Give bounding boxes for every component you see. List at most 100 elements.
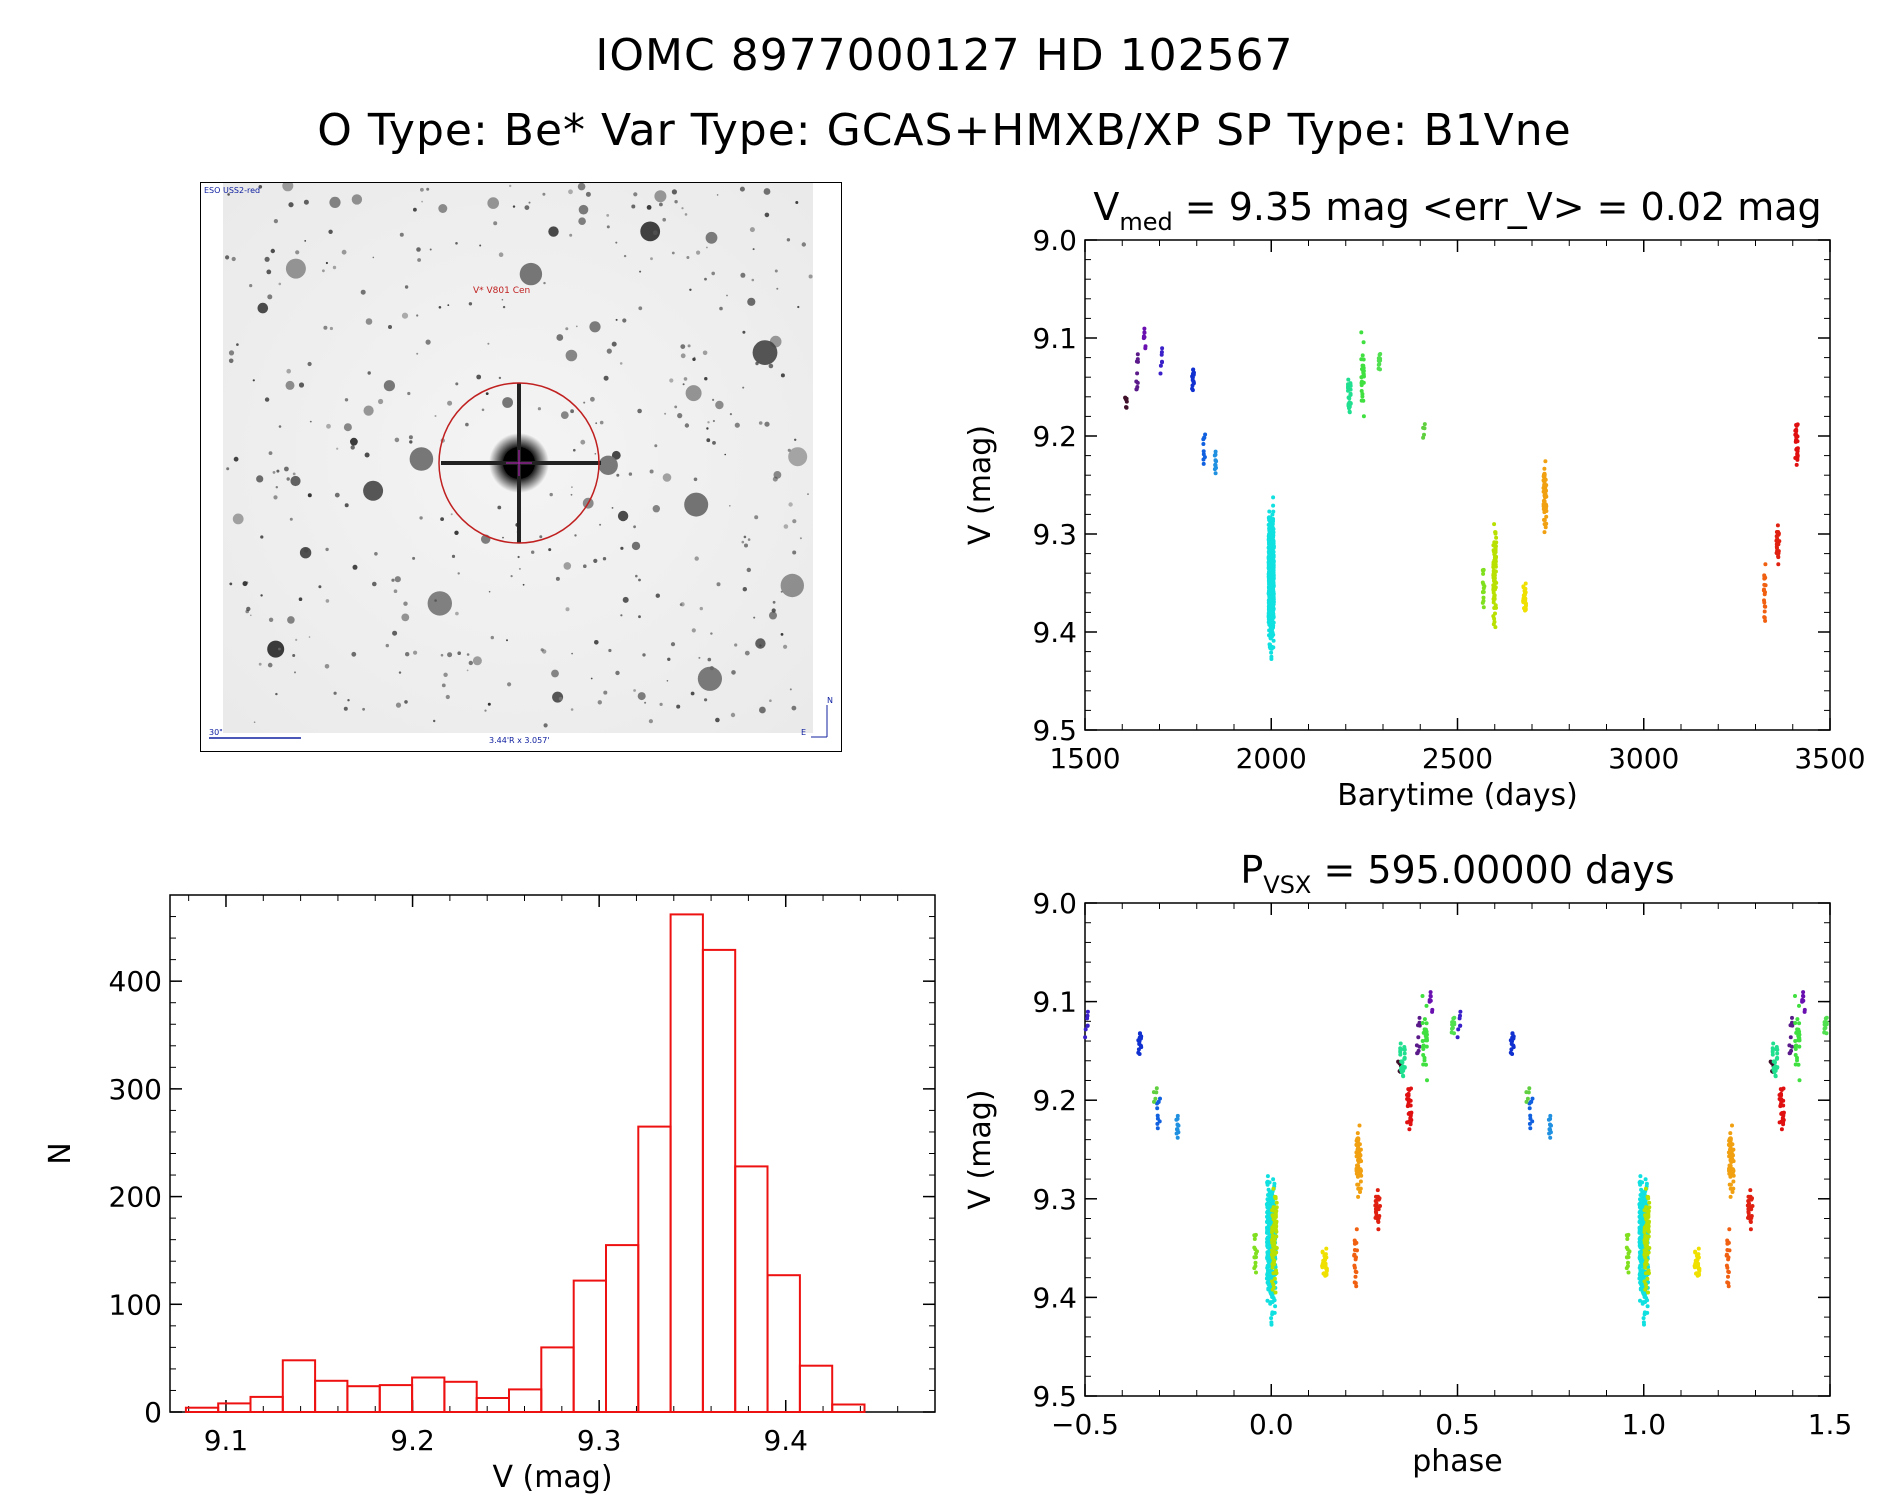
light-curve-point xyxy=(1269,587,1274,592)
light-curve-point xyxy=(1269,607,1274,612)
light-curve-point xyxy=(1542,472,1547,477)
phase-curve-point xyxy=(1642,1223,1647,1228)
phase-curve-point xyxy=(1727,1143,1732,1148)
phase-curve-point xyxy=(1728,1166,1733,1171)
phase-curve-point xyxy=(1271,1242,1276,1247)
phase-curve-point xyxy=(1270,1200,1275,1204)
phase-curve-point xyxy=(1267,1286,1272,1291)
phase-curve-point xyxy=(1269,1241,1274,1246)
light-curve-point xyxy=(1270,570,1275,575)
light-curve-point xyxy=(1269,571,1274,576)
finder-star xyxy=(303,547,309,553)
phase-curve-point xyxy=(1778,1103,1783,1108)
phase-curve-point xyxy=(1645,1206,1650,1211)
light-curve-point xyxy=(1268,560,1273,565)
light-curve-point xyxy=(1271,563,1276,568)
light-curve-point xyxy=(1542,493,1547,498)
phase-curve-point xyxy=(1748,1204,1753,1209)
light-curve-point xyxy=(1267,622,1272,627)
phase-curve-point xyxy=(1398,1069,1403,1074)
phase-curve-point xyxy=(1724,1263,1729,1268)
light-curve-point xyxy=(1494,540,1499,545)
light-curve-point xyxy=(1191,372,1196,377)
light-curve-point xyxy=(1270,543,1275,548)
phase-curve-point xyxy=(1269,1264,1274,1269)
phase-curve-point xyxy=(1796,1034,1801,1039)
phase-curve-point xyxy=(1273,1227,1278,1232)
phase-curve-point xyxy=(1771,1065,1776,1070)
phase-curve-point xyxy=(1174,1117,1179,1122)
light-curve-point xyxy=(1491,568,1496,573)
phase-curve-point xyxy=(1137,1052,1142,1056)
phase-curve-point xyxy=(1644,1184,1649,1189)
phase-curve-point xyxy=(1749,1214,1754,1218)
light-curve-point xyxy=(1269,544,1274,549)
light-curve-point xyxy=(1267,595,1272,599)
light-curve-point xyxy=(1269,627,1274,632)
finder-star xyxy=(412,556,416,560)
phase-curve-point xyxy=(1642,1264,1646,1269)
light-curve-point xyxy=(1267,534,1272,539)
finder-star xyxy=(267,640,285,658)
phase-curve-point xyxy=(1272,1252,1277,1257)
light-curve-point xyxy=(1794,423,1799,428)
finder-star xyxy=(744,543,748,548)
light-curve-point xyxy=(1269,537,1274,541)
phase-curve-point xyxy=(1645,1254,1650,1259)
phase-curve-point xyxy=(1626,1251,1631,1256)
finder-star xyxy=(322,269,325,273)
phase-curve-point xyxy=(1822,1030,1827,1035)
light-curve-point xyxy=(1267,562,1272,567)
phase-curve-point xyxy=(1781,1120,1786,1125)
phase-curve-point xyxy=(1271,1270,1275,1275)
phase-curve-point xyxy=(1746,1209,1751,1214)
phase-curve-point xyxy=(1268,1220,1273,1225)
phase-curve-point xyxy=(1377,1196,1382,1201)
finder-star xyxy=(726,294,728,297)
light-curve-point xyxy=(1268,561,1273,566)
phase-curve-point xyxy=(1638,1286,1643,1291)
light-curve-point xyxy=(1268,584,1273,589)
phase-curve-point xyxy=(1642,1232,1647,1237)
light-curve-point xyxy=(1267,574,1272,579)
phase-curve-point xyxy=(1267,1255,1272,1260)
light-curve-point xyxy=(1266,590,1271,595)
light-curve-point xyxy=(1346,386,1350,390)
light-curve-point xyxy=(1523,596,1527,601)
finder-star xyxy=(682,383,685,386)
phase-curve-point xyxy=(1320,1261,1325,1266)
phase-curve-point xyxy=(1696,1264,1701,1269)
phase-curve-point xyxy=(1773,1060,1777,1065)
phase-curve-point xyxy=(1265,1280,1270,1285)
finder-star xyxy=(522,583,525,586)
phase-curve-point xyxy=(1642,1242,1646,1247)
light-curve-point xyxy=(1213,458,1218,463)
phase-curve-points xyxy=(1083,990,1829,1327)
light-curve-point xyxy=(1267,551,1272,556)
light-curve-point xyxy=(1267,550,1272,554)
light-curve-point xyxy=(1269,573,1274,578)
phase-curve-point xyxy=(1273,1248,1278,1253)
light-curve-point xyxy=(1795,457,1800,462)
phase-curve-point xyxy=(1273,1240,1278,1245)
phase-curve-point xyxy=(1770,1061,1774,1066)
phase-curve-point xyxy=(1641,1218,1645,1223)
phase-curve-point xyxy=(1354,1171,1359,1176)
light-curve-point xyxy=(1270,554,1275,559)
light-curve-point xyxy=(1493,557,1498,562)
y-tick-label: 9.2 xyxy=(1032,1084,1077,1117)
light-curve-point xyxy=(1270,609,1275,614)
light-curve-point xyxy=(1542,483,1547,488)
light-curve-point xyxy=(1267,580,1272,584)
phase-curve-point xyxy=(1641,1249,1646,1254)
light-curve-point xyxy=(1271,592,1276,597)
finder-star xyxy=(649,469,654,474)
finder-star xyxy=(303,199,309,205)
light-curve-point xyxy=(1541,474,1546,479)
light-curve-point xyxy=(1267,560,1271,565)
phase-curve-point xyxy=(1265,1240,1269,1245)
light-curve-point xyxy=(1269,599,1274,604)
light-curve-point xyxy=(1361,369,1366,374)
phase-curve-point xyxy=(1272,1225,1277,1230)
phase-curve-point xyxy=(1547,1127,1552,1132)
